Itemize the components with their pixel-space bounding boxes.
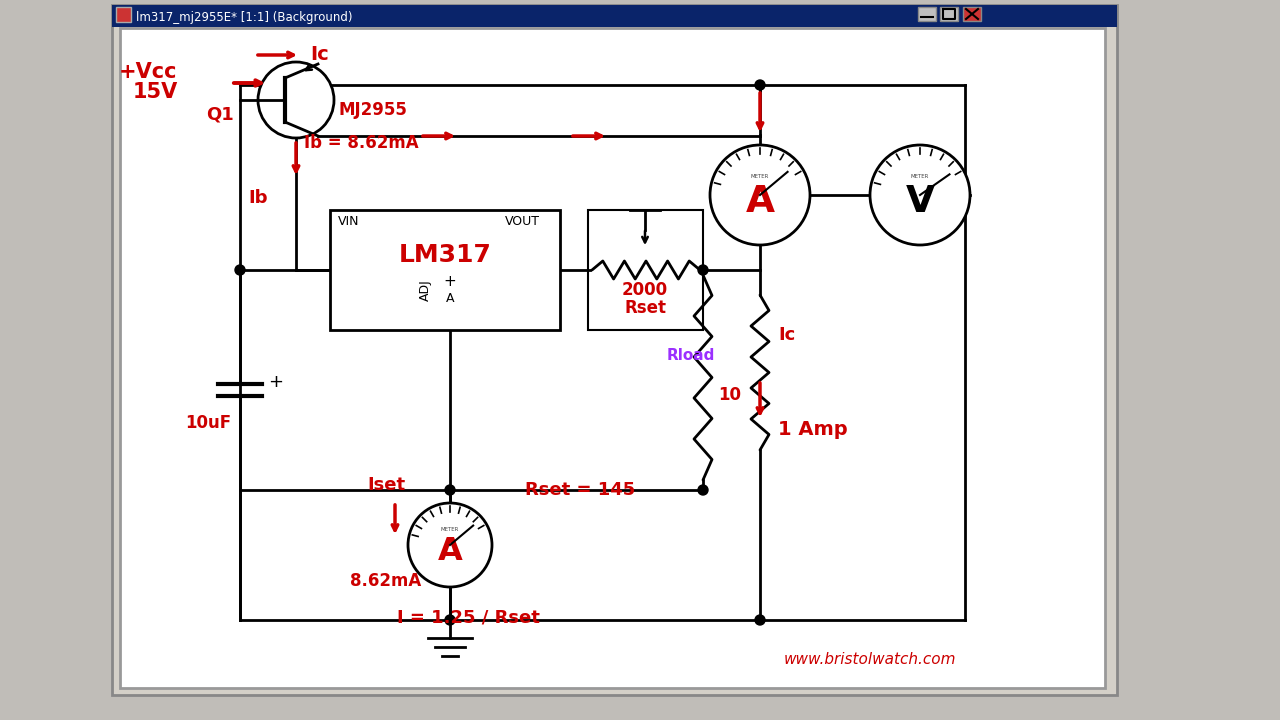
Circle shape <box>755 615 765 625</box>
Circle shape <box>870 145 970 245</box>
Text: Ib: Ib <box>248 189 268 207</box>
Circle shape <box>698 485 708 495</box>
Text: ADJ: ADJ <box>419 279 431 301</box>
Text: METER: METER <box>911 174 929 179</box>
Text: Rload: Rload <box>667 348 716 363</box>
Text: +: + <box>268 373 283 391</box>
Circle shape <box>445 615 454 625</box>
Circle shape <box>236 265 244 275</box>
Text: A: A <box>438 536 462 567</box>
Bar <box>918 7 936 21</box>
Bar <box>963 7 980 21</box>
Text: www.bristolwatch.com: www.bristolwatch.com <box>783 652 956 667</box>
Text: 10uF: 10uF <box>186 414 232 432</box>
Bar <box>330 210 561 330</box>
Text: 1 Amp: 1 Amp <box>778 420 847 439</box>
Text: V: V <box>905 184 934 220</box>
Text: METER: METER <box>440 526 460 531</box>
Text: 2000: 2000 <box>622 281 668 299</box>
Text: 8.62mA: 8.62mA <box>349 572 421 590</box>
Bar <box>940 7 957 21</box>
Circle shape <box>445 485 454 495</box>
Text: Iset: Iset <box>367 476 406 494</box>
Bar <box>113 5 1117 695</box>
Bar <box>116 7 131 22</box>
Circle shape <box>408 503 492 587</box>
Text: VOUT: VOUT <box>506 215 540 228</box>
Text: Ib = 8.62mA: Ib = 8.62mA <box>305 134 419 152</box>
Text: 10: 10 <box>718 386 741 404</box>
Text: Rset: Rset <box>625 299 666 317</box>
Text: Ic: Ic <box>310 45 329 65</box>
Text: A: A <box>745 184 774 220</box>
Text: MJ2955: MJ2955 <box>338 101 407 119</box>
Text: 15V: 15V <box>132 82 178 102</box>
Text: Ic: Ic <box>778 326 795 344</box>
Text: A: A <box>445 292 454 305</box>
Text: lm317_mj2955E* [1:1] (Background): lm317_mj2955E* [1:1] (Background) <box>136 11 352 24</box>
Bar <box>113 5 1117 27</box>
Text: +: + <box>444 274 457 289</box>
Bar <box>588 210 703 330</box>
Text: VIN: VIN <box>338 215 360 228</box>
Text: Q1: Q1 <box>206 106 234 124</box>
Circle shape <box>710 145 810 245</box>
Text: LM317: LM317 <box>398 243 492 267</box>
Circle shape <box>259 62 334 138</box>
Text: METER: METER <box>751 174 769 179</box>
Text: I = 1.25 / Rset: I = 1.25 / Rset <box>397 609 539 627</box>
Circle shape <box>755 80 765 90</box>
Circle shape <box>698 265 708 275</box>
Bar <box>120 28 1105 688</box>
Text: Rset = 145: Rset = 145 <box>525 481 635 499</box>
Text: +Vcc: +Vcc <box>119 62 177 82</box>
